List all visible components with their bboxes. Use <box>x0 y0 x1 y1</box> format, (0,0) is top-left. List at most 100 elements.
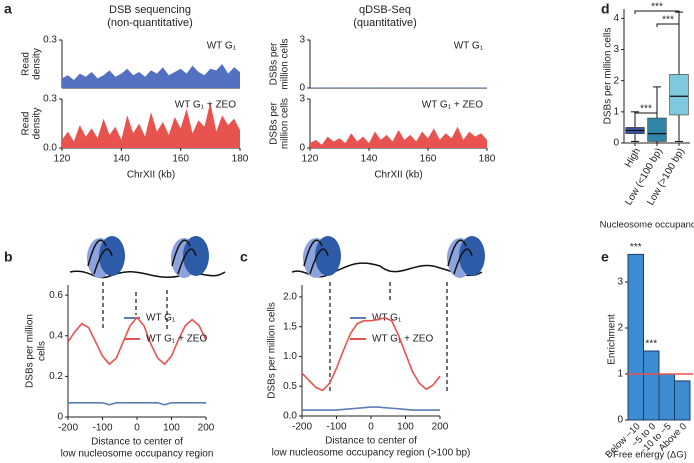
panel-letter: e <box>601 249 609 265</box>
x-tick-label: 0 <box>134 423 140 434</box>
y-tick-label: 3 <box>299 94 305 105</box>
y-tick-label: 3 <box>613 44 619 55</box>
y-tick-label: 2 <box>617 323 623 334</box>
area <box>310 126 487 148</box>
x-axis-label: Nucleosome occupancy <box>600 220 694 231</box>
panel-letter: b <box>4 249 13 265</box>
y-tick-label: 1 <box>617 369 623 380</box>
x-tick-label: -200 <box>292 422 312 433</box>
x-axis-label: Distance to center of <box>91 437 183 448</box>
chart-title: DSB sequencing <box>109 4 191 16</box>
x-tick-label: 140 <box>113 154 130 165</box>
significance-label: *** <box>662 15 674 26</box>
y-tick-label: 0.0 <box>283 411 297 422</box>
y-tick-label: 1.5 <box>283 321 297 332</box>
box <box>669 74 689 116</box>
y-tick-label: 0 <box>613 138 619 149</box>
x-tick-label: 120 <box>302 154 319 165</box>
x-tick-label: 200 <box>198 423 215 434</box>
subplot-label: WT G₁ + ZEO <box>422 100 483 111</box>
bar <box>658 373 675 421</box>
dna-wrap <box>303 239 329 275</box>
y-tick-label: 0 <box>299 143 305 154</box>
x-tick-label: -100 <box>92 423 112 434</box>
chart-subtitle: (quantitative) <box>353 17 417 29</box>
y-tick-label: 2.0 <box>283 292 297 303</box>
line <box>301 316 441 392</box>
x-axis-label: ChrXII (kb) <box>374 170 422 181</box>
panel-letter: a <box>4 1 12 17</box>
x-tick-label: -200 <box>58 423 78 434</box>
y-tick-label: 0 <box>617 415 623 426</box>
x-tick-label: High <box>623 146 643 169</box>
legend-label: WT G₁ + ZEO <box>146 334 207 345</box>
y-tick-label: 0.2 <box>49 371 63 382</box>
x-tick-label: 180 <box>479 154 496 165</box>
y-tick-label: 0.6 <box>49 290 63 301</box>
significance-label: *** <box>640 104 652 115</box>
y-tick-label: 3 <box>617 277 623 288</box>
significance-label: *** <box>651 2 663 13</box>
y-axis-label: density <box>32 108 43 140</box>
y-axis-label: million cells <box>280 98 291 149</box>
y-axis-label: Read <box>21 52 32 76</box>
x-tick-label: 0 <box>368 422 374 433</box>
significance-bracket <box>656 23 680 27</box>
y-axis-label: density <box>32 48 43 80</box>
y-tick-label: 0 <box>57 412 63 423</box>
x-axis-label: low nucleosome occupancy region <box>61 449 214 460</box>
x-tick-label: 120 <box>54 154 71 165</box>
y-axis-label: million cells <box>280 38 291 89</box>
y-tick-label: 3 <box>299 35 305 46</box>
y-tick-label: 1.0 <box>283 351 297 362</box>
chart-title: qDSB-Seq <box>359 4 411 16</box>
chart-subtitle: (non-quantitative) <box>107 17 193 29</box>
subplot-label: WT G₁ + ZEO <box>175 100 236 111</box>
y-tick-label: 0.4 <box>49 330 63 341</box>
line <box>68 401 206 406</box>
y-tick-label: 1 <box>613 106 619 117</box>
x-axis-label: ChrXII (kb) <box>127 170 175 181</box>
y-axis-label: DSBs per million cells <box>267 302 278 399</box>
y-tick-label: 0.0 <box>43 143 57 154</box>
y-axis-label: DSBs per million <box>25 314 36 388</box>
significance-label: *** <box>645 339 657 350</box>
dna <box>69 270 226 279</box>
significance-label: *** <box>630 242 642 253</box>
panel-letter: c <box>240 249 248 265</box>
x-tick-label: 200 <box>432 422 449 433</box>
area <box>62 102 240 148</box>
y-tick-label: 4 <box>613 13 619 24</box>
line <box>67 316 207 366</box>
bar <box>674 380 691 421</box>
y-axis-label: Read <box>21 112 32 136</box>
x-tick-label: 160 <box>172 154 189 165</box>
x-tick-label: 160 <box>420 154 437 165</box>
y-tick-label: 0.3 <box>43 35 57 46</box>
y-tick-label: 0.5 <box>283 381 297 392</box>
subplot-label: WT G₁ <box>454 41 484 52</box>
area <box>62 64 240 88</box>
x-tick-label: 100 <box>163 423 180 434</box>
legend-label: WT G₁ <box>146 313 176 324</box>
subplot-label: WT G₁ <box>207 41 237 52</box>
x-axis-label: Distance to center of <box>325 436 417 447</box>
y-axis-label: Enrichment <box>607 314 618 365</box>
y-axis-label: DSBs per <box>269 101 280 144</box>
x-tick-label: 140 <box>361 154 378 165</box>
x-axis-label: low nucleosome occupancy region (>100 bp… <box>272 448 471 459</box>
line <box>302 406 440 411</box>
box <box>647 117 667 142</box>
x-tick-label: 180 <box>232 154 249 165</box>
y-tick-label: 0.3 <box>43 94 57 105</box>
x-axis-label: Free energy (ΔG) <box>613 450 687 461</box>
x-tick-label: -100 <box>326 422 346 433</box>
y-axis-label: DSBs per million cells <box>603 28 614 125</box>
x-tick-label: 100 <box>397 422 414 433</box>
y-axis-label: cells <box>37 341 48 361</box>
dna-wrap <box>171 239 197 275</box>
bar <box>627 253 644 421</box>
y-axis-label: DSBs per <box>269 42 280 85</box>
bar <box>643 350 660 421</box>
